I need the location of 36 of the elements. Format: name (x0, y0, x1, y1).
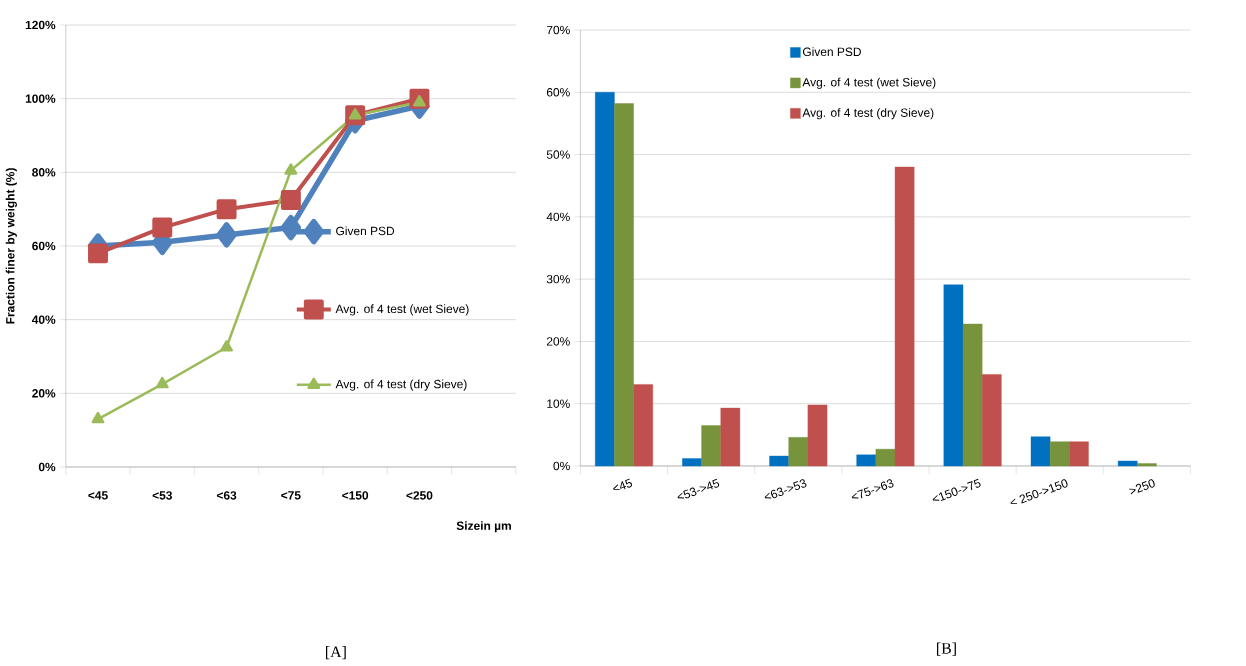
y-tick-label: 30% (546, 274, 570, 284)
legend-label: Avg. of 4 test (wet Sieve) (335, 304, 469, 316)
y-tick-label: 40% (546, 212, 570, 222)
y-tick-label: 0% (38, 462, 56, 472)
text: [B] (937, 642, 956, 656)
y-tick-label: 70% (546, 25, 570, 35)
y-tick-label: 20% (32, 389, 56, 398)
legend-label: Avg. of 4 test (wet Sieve) (802, 77, 936, 89)
legend-label: Avg. of 4 test (dry Sieve) (335, 379, 467, 391)
legend-label: Given PSD (336, 226, 395, 236)
y-axis-title: Fraction finer by weight (%) (5, 168, 17, 324)
x-tick-label: <250 (406, 491, 433, 500)
x-tick-label: <53->45 (677, 478, 720, 499)
x-tick-label: >250 (1128, 479, 1155, 495)
y-tick-label: 100% (25, 94, 56, 103)
y-tick-label: 80% (32, 168, 56, 177)
x-tick-label: <45 (613, 478, 633, 490)
y-tick-label: 20% (546, 337, 570, 346)
x-tick-label: <63 (216, 491, 237, 500)
x-tick-label: <45 (88, 491, 108, 500)
y-tick-label: 120% (25, 20, 56, 30)
y-tick-label: 50% (546, 150, 570, 159)
y-tick-label: 60% (32, 241, 56, 251)
x-axis-title: Sizein µm (456, 521, 511, 533)
x-tick-label: <63->53 (764, 479, 807, 499)
legend-label: Given PSD (802, 47, 861, 57)
y-tick-label: 10% (547, 399, 570, 408)
y-tick-label: 0% (553, 461, 570, 471)
x-tick-label: <150 (342, 491, 369, 500)
x-tick-label: <75->63 (851, 479, 894, 499)
y-tick-label: 40% (31, 315, 56, 324)
x-tick-label: <75 (281, 491, 301, 500)
x-tick-label: <53 (152, 491, 172, 500)
text: [A] (325, 646, 346, 660)
y-tick-label: 60% (546, 88, 570, 97)
legend-label: Avg. of 4 test (dry Sieve) (802, 108, 934, 120)
